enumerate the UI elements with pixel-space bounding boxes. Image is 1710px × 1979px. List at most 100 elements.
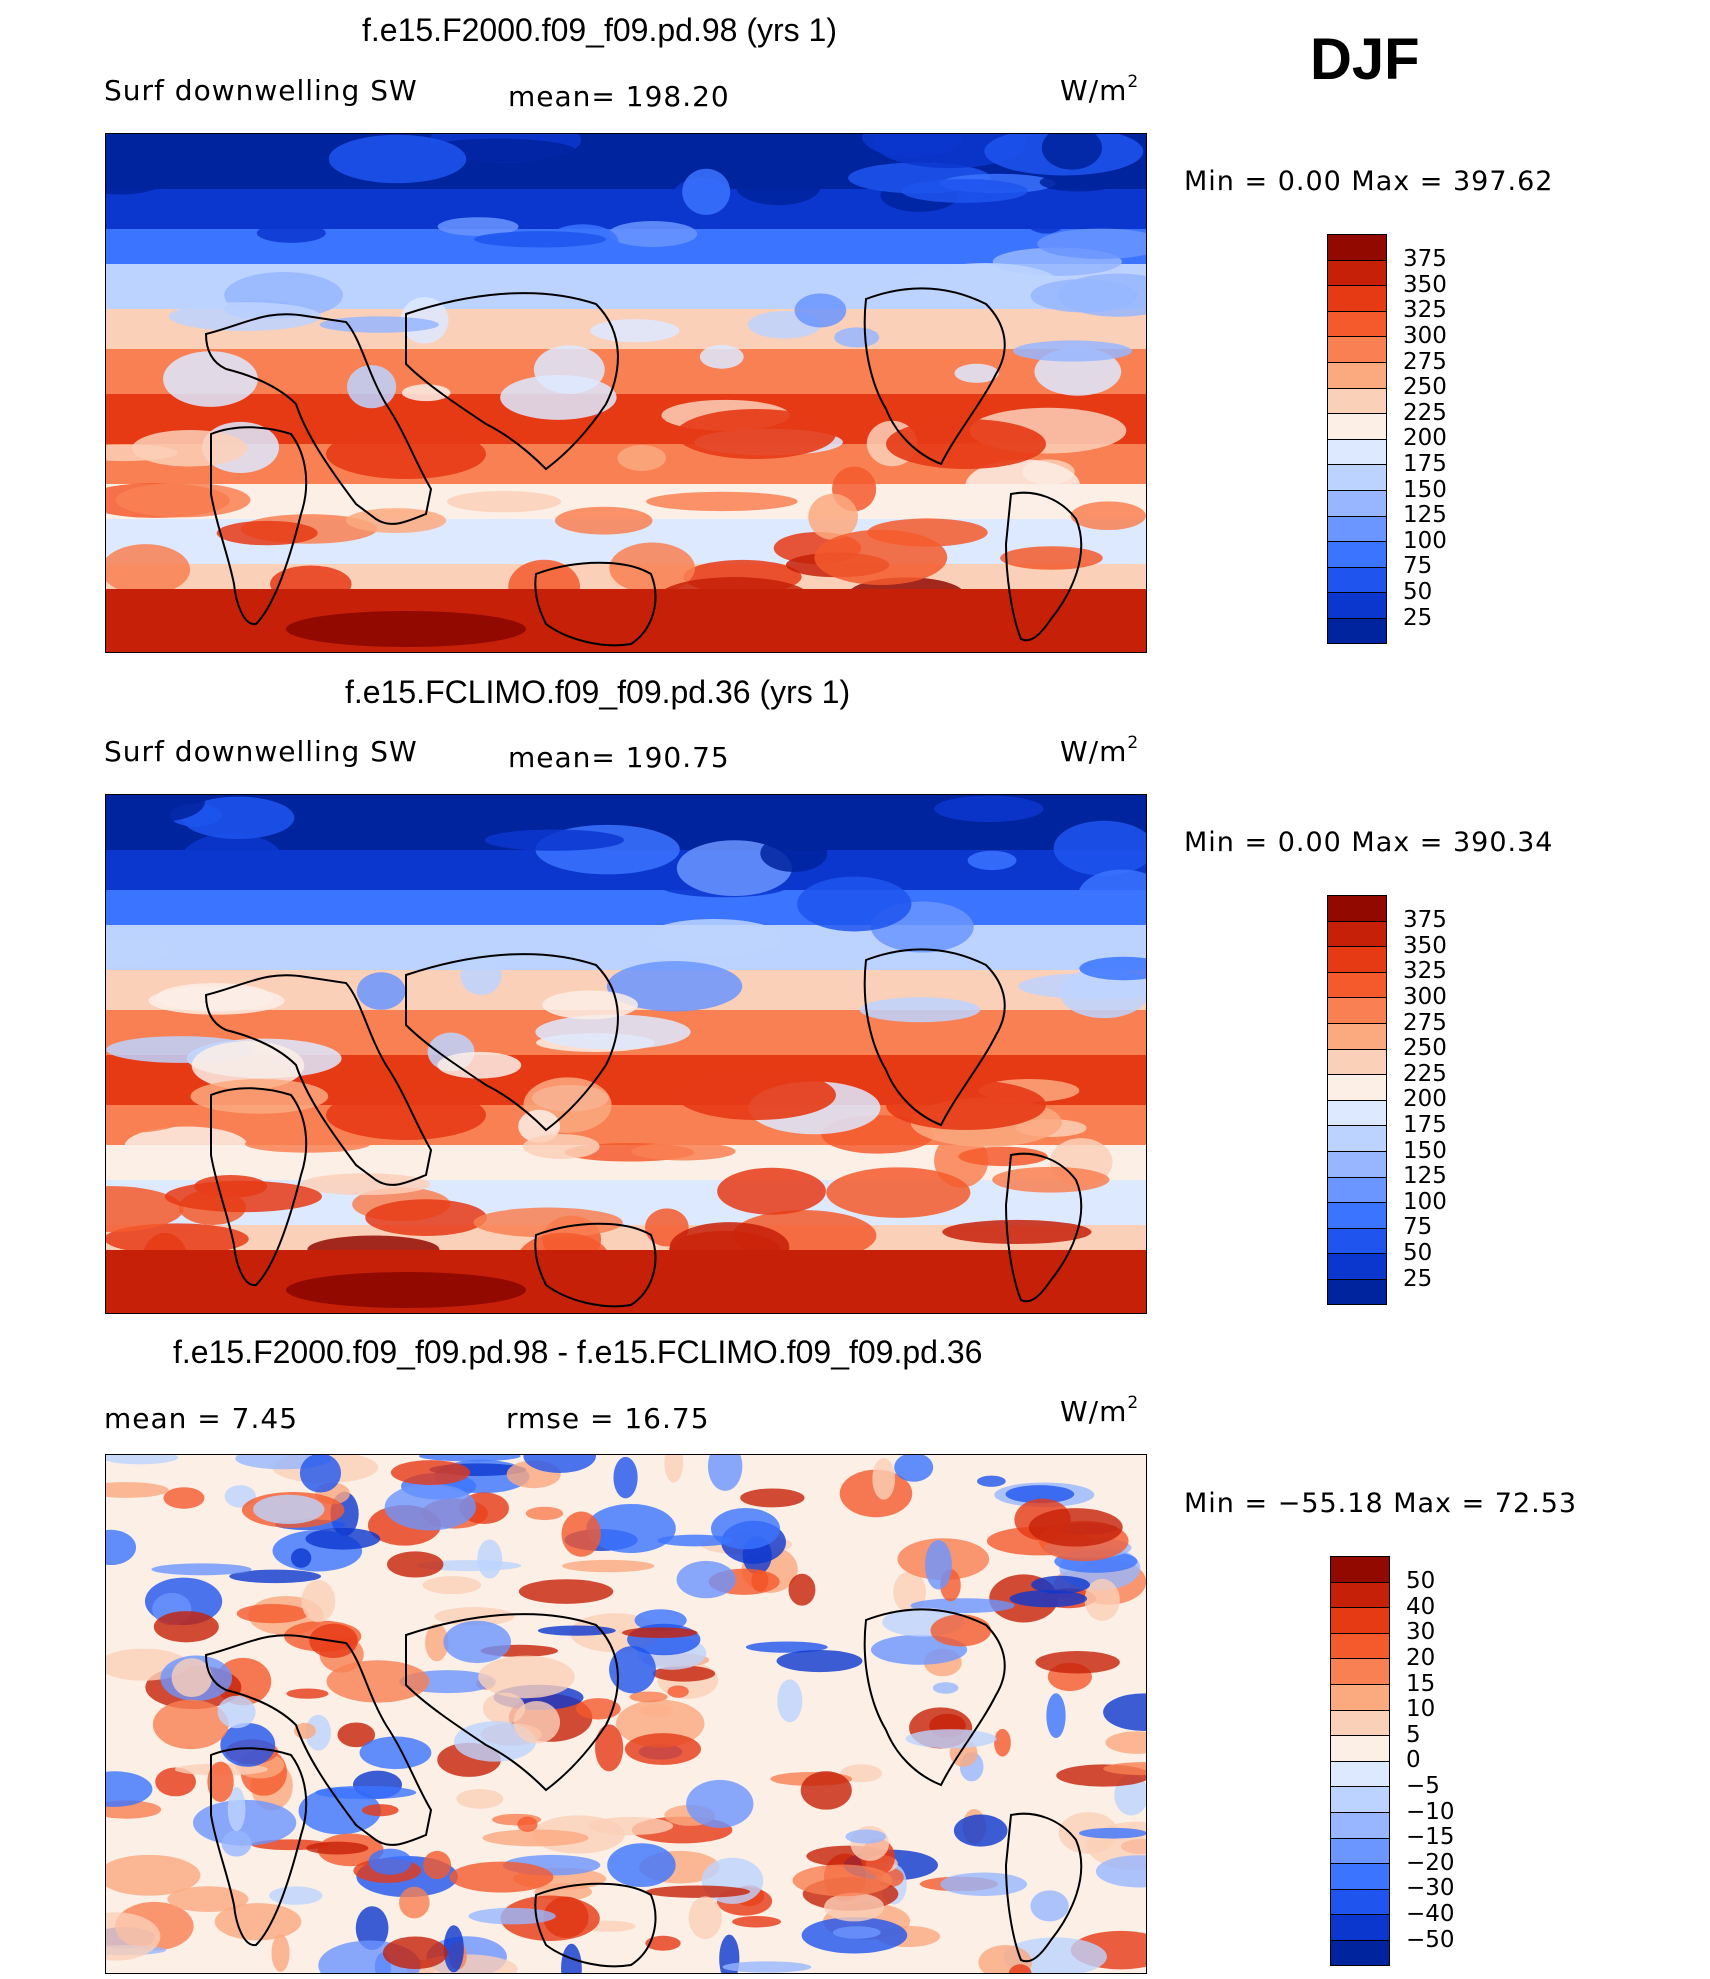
colorbar-tick-label: −15 — [1406, 1824, 1455, 1851]
colorbar-swatch — [1331, 1838, 1389, 1865]
colorbar-tick-label: 375 — [1403, 907, 1447, 934]
colorbar-swatch — [1331, 1736, 1389, 1762]
colorbar-swatch — [1331, 1889, 1389, 1916]
season-label: DJF — [1310, 27, 1420, 92]
colorbar-swatch — [1328, 1023, 1386, 1050]
colorbar-swatch — [1331, 1915, 1389, 1941]
panel-2-min-max: Min = 0.00 Max = 390.34 — [1184, 827, 1554, 858]
colorbar-tick-label: 250 — [1403, 374, 1447, 401]
colorbar-swatch — [1328, 1254, 1386, 1280]
colorbar-tick-label: 50 — [1406, 1568, 1436, 1595]
colorbar-tick-label: 325 — [1403, 297, 1447, 324]
colorbar-swatch — [1328, 1203, 1386, 1229]
colorbar-tick-label: 175 — [1403, 450, 1447, 477]
colorbar-swatch — [1331, 1608, 1389, 1634]
colorbar-swatch — [1328, 311, 1386, 338]
colorbar-swatch — [1328, 1151, 1386, 1178]
panel-3-units: W/m2 — [1060, 1393, 1140, 1429]
colorbar-swatch — [1328, 465, 1386, 491]
colorbar-swatch — [1328, 286, 1386, 312]
colorbar-tick-label: 15 — [1406, 1670, 1436, 1697]
colorbar-tick-label: 100 — [1403, 527, 1447, 554]
colorbar-swatch — [1328, 1126, 1386, 1152]
colorbar-swatch — [1328, 542, 1386, 568]
colorbar-tick-label: 10 — [1406, 1696, 1436, 1723]
colorbar-swatch — [1328, 235, 1386, 261]
colorbar-swatch — [1328, 1049, 1386, 1076]
colorbar-tick-label: 275 — [1403, 348, 1447, 375]
colorbar-tick-label: 5 — [1406, 1721, 1421, 1748]
colorbar-tick-label: 200 — [1403, 1086, 1447, 1113]
colorbar-swatch — [1328, 260, 1386, 287]
colorbar-swatch — [1331, 1582, 1389, 1609]
colorbar-tick-label: 250 — [1403, 1035, 1447, 1062]
panel-3-mean-label: mean = 7.45 — [104, 1402, 299, 1435]
panel-1-variable-label: Surf downwelling SW — [104, 74, 418, 107]
colorbar-tick-label: 50 — [1403, 578, 1433, 605]
colorbar-swatch — [1328, 1100, 1386, 1127]
colorbar-tick-label: 175 — [1403, 1111, 1447, 1138]
colorbar-tick-label: −40 — [1406, 1900, 1455, 1927]
colorbar-swatches — [1327, 234, 1387, 644]
colorbar-swatch — [1331, 1761, 1389, 1788]
colorbar-swatch — [1328, 618, 1386, 643]
colorbar-swatches — [1327, 895, 1387, 1305]
panel-3-title: f.e15.F2000.f09_f09.pd.98 - f.e15.FCLIMO… — [173, 1334, 983, 1370]
colorbar-swatch — [1328, 439, 1386, 466]
colorbar-swatch — [1331, 1557, 1389, 1583]
colorbar-swatch — [1328, 414, 1386, 440]
panel-1-min-max: Min = 0.00 Max = 397.62 — [1184, 166, 1554, 197]
colorbar-swatch — [1331, 1710, 1389, 1737]
colorbar-tick-label: 150 — [1403, 1137, 1447, 1164]
colorbar-swatch — [1328, 490, 1386, 517]
panel-3-rmse-label: rmse = 16.75 — [506, 1402, 710, 1435]
colorbar-swatch — [1328, 896, 1386, 922]
colorbar-tick-label: 25 — [1403, 1265, 1433, 1292]
colorbar-swatch — [1331, 1940, 1389, 1965]
colorbar-tick-label: 325 — [1403, 958, 1447, 985]
colorbar-swatch — [1328, 947, 1386, 973]
colorbar-tick-label: −20 — [1406, 1849, 1455, 1876]
colorbar-swatch — [1328, 567, 1386, 594]
colorbar-swatch — [1328, 1228, 1386, 1255]
colorbar-tick-label: 125 — [1403, 502, 1447, 529]
colorbar-tick-label: −10 — [1406, 1798, 1455, 1825]
colorbar-swatch — [1328, 921, 1386, 948]
colorbar-swatch — [1331, 1812, 1389, 1839]
colorbar-swatch — [1328, 1075, 1386, 1101]
panel-2-map — [105, 794, 1147, 1314]
colorbar-swatch — [1331, 1864, 1389, 1890]
colorbar-swatch — [1328, 516, 1386, 543]
colorbar-swatches — [1330, 1556, 1390, 1966]
colorbar-tick-label: 200 — [1403, 425, 1447, 452]
colorbar-tick-label: 375 — [1403, 246, 1447, 273]
colorbar-tick-label: 300 — [1403, 983, 1447, 1010]
colorbar-swatch — [1328, 1177, 1386, 1204]
panel-3-min-max: Min = −55.18 Max = 72.53 — [1184, 1488, 1578, 1519]
panel-1-units: W/m2 — [1060, 72, 1140, 108]
colorbar-tick-label: 350 — [1403, 271, 1447, 298]
colorbar-swatch — [1328, 593, 1386, 619]
colorbar-tick-label: 75 — [1403, 1214, 1433, 1241]
panel-2-variable-label: Surf downwelling SW — [104, 735, 418, 768]
colorbar-tick-label: 20 — [1406, 1644, 1436, 1671]
colorbar-swatch — [1328, 362, 1386, 389]
panel-2-mean-label: mean= 190.75 — [508, 741, 730, 774]
colorbar-swatch — [1331, 1684, 1389, 1711]
colorbar-tick-label: 50 — [1403, 1239, 1433, 1266]
colorbar-tick-label: 300 — [1403, 322, 1447, 349]
panel-2-title: f.e15.FCLIMO.f09_f09.pd.36 (yrs 1) — [345, 674, 851, 710]
colorbar-tick-label: −5 — [1406, 1772, 1440, 1799]
panel-1-mean-label: mean= 198.20 — [508, 80, 730, 113]
panel-1-map — [105, 133, 1147, 653]
colorbar-swatch — [1328, 972, 1386, 999]
colorbar-tick-label: 275 — [1403, 1009, 1447, 1036]
colorbar-tick-label: 350 — [1403, 932, 1447, 959]
colorbar-tick-label: 150 — [1403, 476, 1447, 503]
panel-1-title: f.e15.F2000.f09_f09.pd.98 (yrs 1) — [362, 12, 837, 48]
colorbar-tick-label: 0 — [1406, 1747, 1421, 1774]
panel-2-units: W/m2 — [1060, 733, 1140, 769]
colorbar-swatch — [1328, 998, 1386, 1024]
colorbar-swatch — [1331, 1659, 1389, 1685]
colorbar-tick-label: 100 — [1403, 1188, 1447, 1215]
